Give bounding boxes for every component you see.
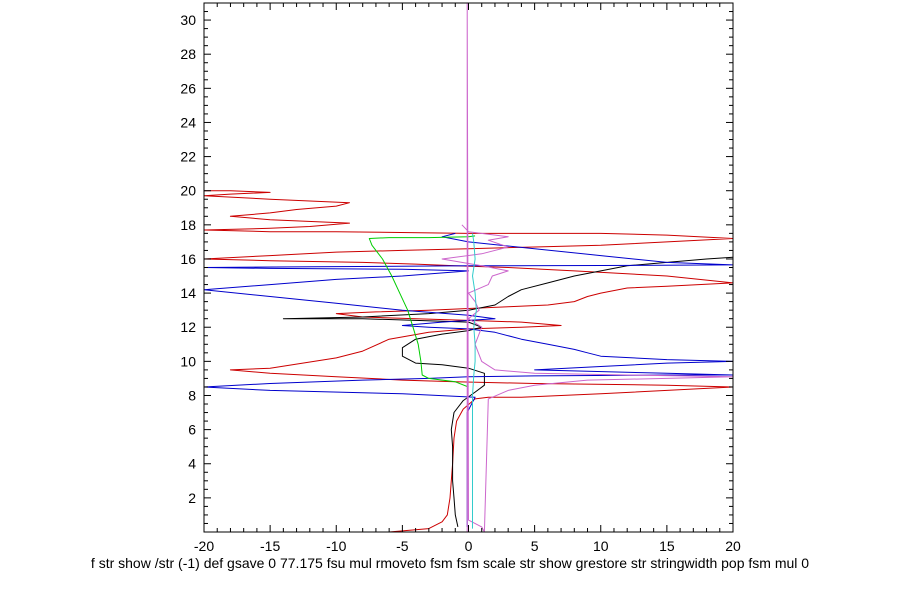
y-tick-label: 24 — [180, 114, 196, 130]
y-tick-label: 20 — [180, 183, 196, 199]
y-tick-label: 4 — [188, 456, 196, 472]
y-tick-label: 30 — [180, 12, 196, 28]
series-line-6 — [472, 233, 477, 529]
y-tick-label: 16 — [180, 251, 196, 267]
label-layer: -20 -15 -10 -5 0 5 10 15 20246810121416182022242… — [180, 12, 741, 554]
y-tick-label: 14 — [180, 285, 196, 301]
x-tick-label: 15 — [659, 538, 675, 554]
x-tick-label: 5 — [531, 538, 539, 554]
x-tick-label: 0 — [465, 538, 473, 554]
x-tick-label: -10 — [326, 538, 346, 554]
y-tick-label: 18 — [180, 217, 196, 233]
y-tick-label: 8 — [188, 387, 196, 403]
x-tick-label: 10 — [593, 538, 609, 554]
tick-layer — [203, 3, 734, 532]
series-line-4 — [368, 235, 476, 388]
x-tick-label: -15 — [260, 538, 280, 554]
y-tick-label: 26 — [180, 80, 196, 96]
x-tick-label: -20 — [194, 538, 214, 554]
y-tick-label: 12 — [180, 319, 196, 335]
y-tick-label: 28 — [180, 46, 196, 62]
y-tick-label: 6 — [188, 422, 196, 438]
series-line-1 — [204, 190, 733, 532]
series-line-5 — [441, 3, 733, 532]
x-axis-label: f str show /str (-1) def gsave 0 77.175 … — [91, 555, 809, 571]
x-tick-label: 20 — [725, 538, 741, 554]
y-tick-label: 2 — [188, 490, 196, 506]
y-tick-label: 22 — [180, 149, 196, 165]
x-tick-label: -5 — [396, 538, 409, 554]
series-line-2 — [282, 256, 733, 528]
y-tick-label: 10 — [180, 353, 196, 369]
series-layer — [204, 3, 733, 532]
